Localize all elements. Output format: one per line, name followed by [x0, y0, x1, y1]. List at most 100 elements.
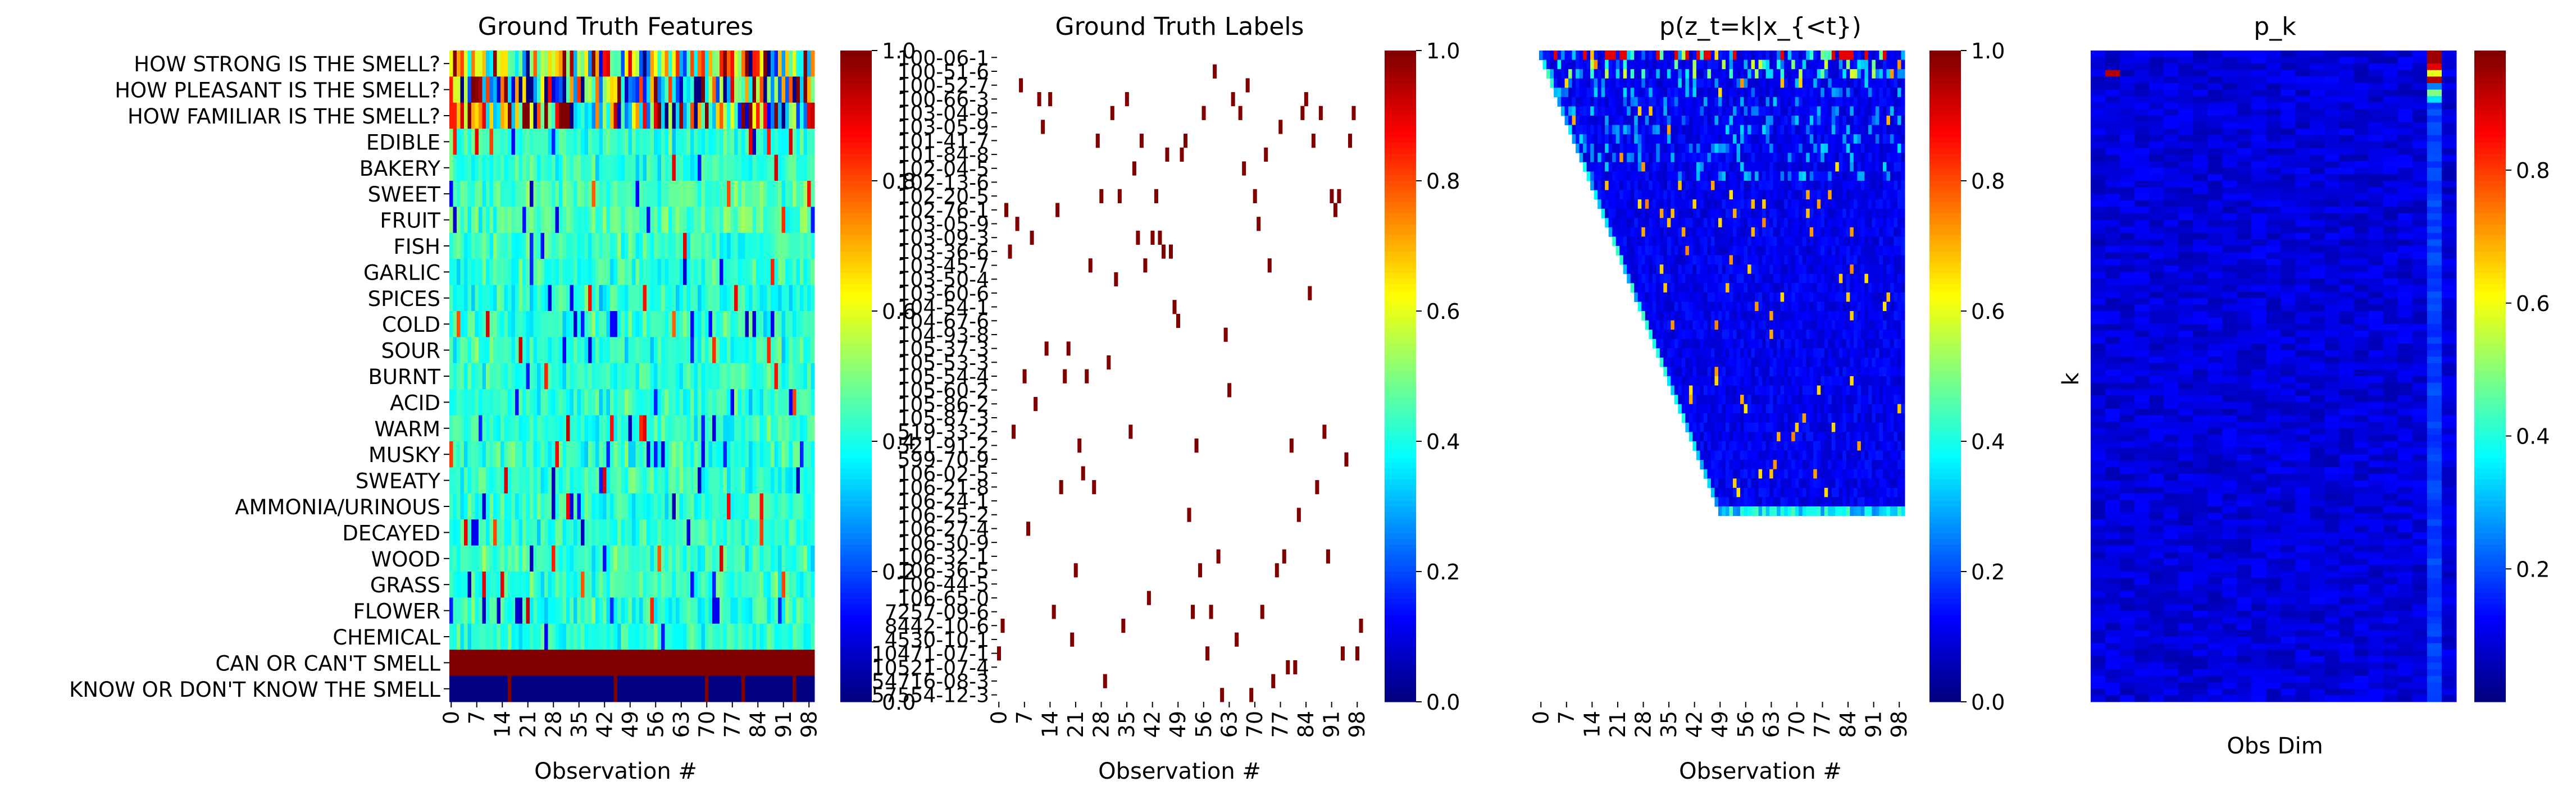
posterior-cell: [1707, 422, 1712, 432]
feature-cell: [690, 51, 694, 77]
posterior-cell: [1641, 218, 1646, 228]
posterior-cell: [1634, 208, 1639, 218]
feature-cell: [475, 441, 479, 468]
labels-colorbar-gradient-segment: [1385, 441, 1416, 447]
posterior-cell: [1726, 134, 1730, 144]
feature-cell: [807, 363, 811, 390]
feature-cell: [679, 102, 684, 129]
posterior-cell: [1623, 181, 1627, 191]
feature-cell: [676, 597, 680, 624]
posterior-cell: [1740, 199, 1745, 209]
label-cell: [1092, 480, 1096, 495]
feature-cell: [449, 232, 453, 259]
posterior-cell: [1758, 181, 1763, 191]
feature-cell: [639, 337, 643, 364]
feature-cell: [749, 623, 753, 650]
feature-cell: [570, 597, 574, 624]
labels-colorbar-gradient-segment: [1385, 691, 1416, 697]
posterior-cell: [1700, 143, 1704, 153]
labels-colorbar-gradient-segment: [1385, 224, 1416, 230]
feature-cell: [811, 207, 815, 234]
posterior-cell: [1645, 125, 1649, 135]
feature-cell: [730, 363, 735, 390]
posterior-cell: [1649, 60, 1653, 70]
feature-cell: [548, 389, 552, 416]
feature-cell: [650, 519, 654, 546]
posterior-cell: [1576, 69, 1580, 79]
feature-cell: [518, 493, 523, 520]
posterior-cell: [1726, 283, 1730, 293]
posterior-cell: [1710, 283, 1715, 293]
posterior-cell: [1692, 432, 1697, 442]
feature-cell: [661, 337, 665, 364]
feature-cell: [650, 623, 654, 650]
posterior-cell: [1714, 246, 1719, 256]
posterior-cell: [1726, 190, 1730, 200]
feature-cell: [617, 311, 621, 337]
feature-cell: [479, 207, 483, 234]
posterior-cell: [1692, 385, 1697, 395]
feature-cell: [771, 675, 775, 702]
posterior-cell: [1659, 134, 1664, 144]
posterior-cell: [1710, 367, 1715, 377]
feature-cell: [581, 232, 585, 259]
posterior-cell: [1608, 60, 1613, 70]
feature-cell: [591, 441, 596, 468]
feature-cell: [591, 129, 596, 156]
feature-cell: [577, 623, 581, 650]
feature-cell: [657, 389, 662, 416]
posterior-cell: [1762, 162, 1767, 172]
feature-y-label: ACID: [390, 391, 440, 415]
posterior-cell: [1710, 227, 1715, 237]
feature-cell: [595, 51, 599, 77]
posterior-cell: [1740, 143, 1745, 153]
feature-cell: [464, 181, 468, 207]
feature-cell: [657, 337, 662, 364]
feature-cell: [705, 337, 709, 364]
feature-cell: [774, 76, 779, 103]
posterior-cell: [1729, 469, 1733, 479]
posterior-cell: [1714, 320, 1719, 330]
posterior-cell: [1649, 273, 1653, 284]
posterior-cell: [1645, 97, 1649, 107]
feature-cell: [774, 51, 779, 77]
features-colorbar-gradient-segment: [840, 517, 872, 523]
features-x-tick-label: 21: [516, 711, 540, 738]
feature-cell: [756, 181, 760, 207]
posterior-cell: [1707, 227, 1712, 237]
feature-cell: [694, 572, 698, 598]
feature-cell: [471, 311, 475, 337]
feature-cell: [515, 129, 519, 156]
feature-cell: [581, 102, 585, 129]
posterior-cell: [1710, 143, 1715, 153]
feature-cell: [712, 493, 716, 520]
feature-cell: [479, 519, 483, 546]
feature-cell: [767, 102, 771, 129]
feature-cell: [500, 467, 504, 494]
feature-cell: [577, 337, 581, 364]
posterior-cell: [1765, 292, 1770, 302]
feature-cell: [686, 597, 691, 624]
posterior-cell: [1608, 51, 1613, 61]
posterior-cell: [1744, 116, 1748, 126]
feature-cell: [665, 623, 669, 650]
feature-y-label: FRUIT: [380, 209, 440, 233]
feature-cell: [727, 441, 731, 468]
posterior-cell: [1718, 273, 1722, 284]
posterior-cell: [1688, 88, 1693, 98]
feature-cell: [811, 650, 815, 677]
posterior-cell: [1681, 227, 1686, 237]
feature-cell: [599, 597, 603, 624]
feature-cell: [577, 572, 581, 598]
posterior-cell: [1649, 320, 1653, 330]
posterior-cell: [1656, 283, 1660, 293]
posterior-cell: [1685, 181, 1690, 191]
feature-cell: [738, 154, 742, 181]
posterior-cell: [1583, 51, 1587, 61]
features-colorbar-tick-label: 0.6: [882, 299, 916, 324]
posterior-cell: [1678, 106, 1682, 116]
posterior-cell: [1747, 404, 1752, 414]
feature-cell: [712, 207, 716, 234]
posterior-cell: [1674, 348, 1678, 358]
feature-cell: [555, 545, 559, 572]
